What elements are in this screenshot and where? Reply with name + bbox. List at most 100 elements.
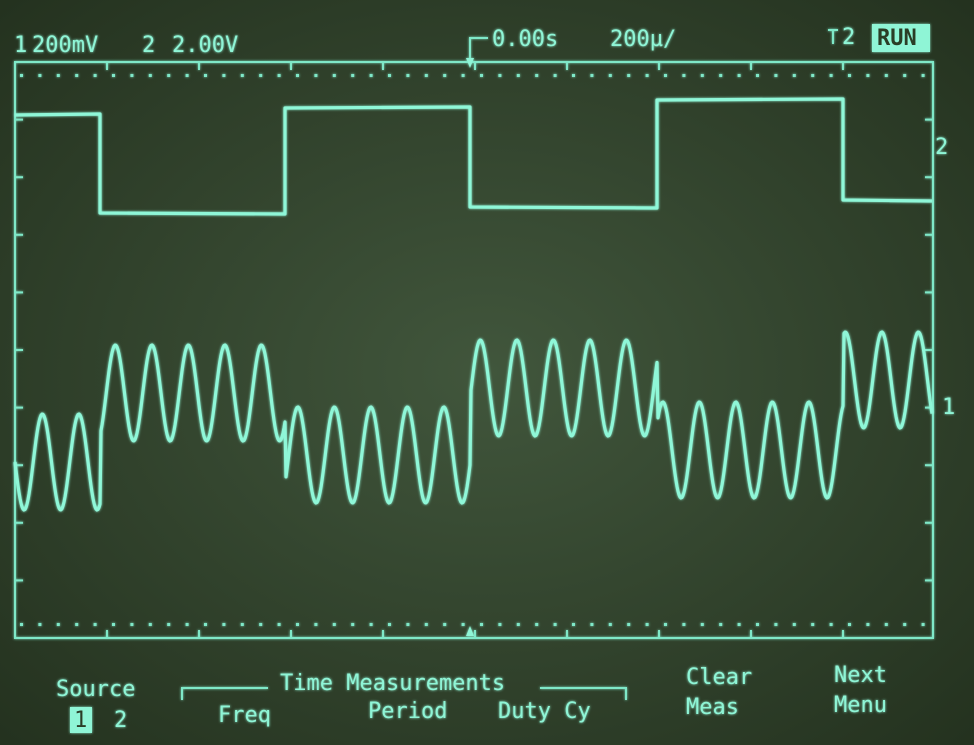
graticule-dot [903, 623, 907, 626]
graticule-dot [480, 623, 483, 626]
graticule-dot [498, 623, 502, 626]
graticule-dot [20, 623, 23, 626]
time-offset: 0.00s [492, 27, 558, 52]
graticule-dot [461, 623, 465, 626]
graticule-dot [737, 74, 741, 77]
run-state-box [872, 24, 930, 52]
source-option-1[interactable]: 1 [74, 708, 87, 733]
graticule-dot [351, 74, 355, 77]
period-key[interactable]: Period [368, 699, 447, 724]
graticule-dot [296, 623, 299, 626]
graticule-dot [572, 74, 575, 77]
graticule-dot [388, 74, 391, 77]
graticule-dot [792, 623, 796, 626]
graticule-dot [148, 623, 152, 626]
graticule-dot [756, 74, 759, 77]
graticule-dot [259, 623, 263, 626]
graticule-dot [38, 623, 42, 626]
status-bar: 1 200mV 2 2.00V 0.00s 200µ/ 2 RUN 2 1 [14, 24, 955, 420]
graticule-dot [56, 623, 60, 626]
graticule-dot [56, 74, 60, 77]
graticule-dot [884, 623, 888, 626]
source-selected-box [70, 707, 92, 733]
graticule-dot [682, 623, 686, 626]
source-label[interactable]: Source [56, 677, 135, 702]
graticule-dot [627, 74, 631, 77]
graticule-dot [866, 623, 870, 626]
trigger-icon [828, 29, 838, 44]
graticule-dot [277, 623, 281, 626]
ch1-label: 1 [14, 33, 27, 58]
graticule-dot [204, 74, 207, 77]
graticule-dot [406, 74, 410, 77]
graticule-dot [921, 74, 925, 77]
graticule-dot [167, 623, 171, 626]
graticule-dot [645, 623, 649, 626]
graticule-dot [645, 74, 649, 77]
channel-1-trace [13, 330, 934, 512]
graticule-dot [572, 623, 575, 626]
channel-2-trace [14, 97, 933, 216]
ch2-marker: 2 [935, 135, 948, 160]
graticule-dot [277, 74, 281, 77]
clear-key-line1[interactable]: Clear [686, 665, 752, 690]
graticule-dot [903, 74, 907, 77]
graticule-dot [516, 74, 520, 77]
freq-key[interactable]: Freq [218, 703, 271, 728]
clear-key-line2[interactable]: Meas [686, 695, 739, 720]
graticule-dot [424, 623, 428, 626]
graticule-dot [332, 74, 336, 77]
graticule [14, 58, 934, 639]
graticule-dot [314, 623, 318, 626]
graticule-dot [921, 623, 925, 626]
duty-cycle-key[interactable]: Duty Cy [498, 699, 591, 724]
graticule-dot [167, 74, 171, 77]
graticule-dot [774, 74, 778, 77]
graticule-dot [719, 623, 723, 626]
graticule-dot [130, 623, 134, 626]
group-bracket [181, 687, 627, 700]
graticule-dot [627, 623, 631, 626]
graticule-dot [204, 623, 207, 626]
ch1-scale: 200mV [32, 33, 98, 58]
time-measurements-label: Time Measurements [280, 671, 505, 696]
graticule-dot [240, 74, 244, 77]
graticule-dot [75, 623, 79, 626]
next-key-line2[interactable]: Menu [834, 693, 887, 718]
graticule-dot [332, 623, 336, 626]
ch2-label: 2 [142, 33, 155, 58]
graticule-dot [608, 74, 612, 77]
graticule-dot [553, 74, 557, 77]
trigger-source: 2 [842, 25, 855, 50]
source-option-2[interactable]: 2 [114, 708, 127, 733]
graticule-dot [351, 623, 355, 626]
graticule-dot [480, 74, 483, 77]
graticule-dot [443, 74, 447, 77]
trigger-marker [466, 626, 474, 636]
graticule-dot [792, 74, 796, 77]
graticule-dot [296, 74, 299, 77]
graticule-dot [848, 623, 851, 626]
graticule-dot [93, 623, 97, 626]
graticule-dot [756, 623, 759, 626]
graticule-dot [130, 74, 134, 77]
trigger-position-icon [469, 37, 488, 58]
graticule-dot [185, 74, 189, 77]
graticule-dot [608, 623, 612, 626]
ch1-marker: 1 [942, 395, 955, 420]
graticule-dot [535, 623, 539, 626]
graticule-dot [222, 74, 226, 77]
graticule-dot [259, 74, 263, 77]
graticule-dot [700, 623, 704, 626]
ch2-scale: 2.00V [172, 33, 238, 58]
next-key-line1[interactable]: Next [834, 663, 887, 688]
graticule-dot [314, 74, 318, 77]
graticule-dot [112, 623, 115, 626]
graticule-dot [884, 74, 888, 77]
graticule-dot [240, 623, 244, 626]
graticule-dot [590, 623, 594, 626]
graticule-dot [369, 623, 373, 626]
graticule-dot [664, 623, 667, 626]
graticule-dot [682, 74, 686, 77]
